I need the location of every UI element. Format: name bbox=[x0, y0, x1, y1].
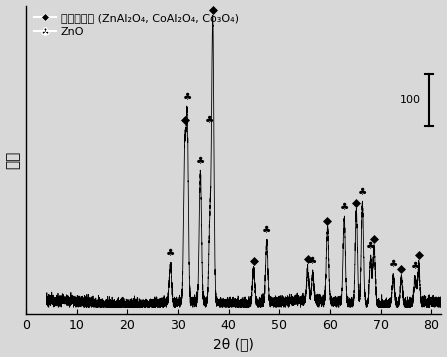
Text: ♣: ♣ bbox=[166, 248, 175, 258]
Text: ♣: ♣ bbox=[196, 156, 205, 166]
Text: 100: 100 bbox=[400, 95, 421, 105]
Text: ♣: ♣ bbox=[262, 225, 271, 235]
Text: ♣: ♣ bbox=[366, 241, 375, 251]
Y-axis label: 强度: 强度 bbox=[5, 151, 21, 169]
Text: ♣: ♣ bbox=[308, 256, 317, 266]
Legend: 复合氧化物 (ZnAl₂O₄, CoAl₂O₄, Co₃O₄), ZnO: 复合氧化物 (ZnAl₂O₄, CoAl₂O₄, Co₃O₄), ZnO bbox=[32, 11, 241, 39]
Text: ♣: ♣ bbox=[340, 202, 349, 212]
Text: ♣: ♣ bbox=[358, 187, 367, 197]
Text: ♣: ♣ bbox=[410, 261, 420, 271]
X-axis label: 2θ (度): 2θ (度) bbox=[213, 337, 254, 351]
Text: ♣: ♣ bbox=[182, 92, 192, 102]
Text: ♣: ♣ bbox=[205, 115, 215, 125]
Text: ♣: ♣ bbox=[389, 259, 398, 269]
